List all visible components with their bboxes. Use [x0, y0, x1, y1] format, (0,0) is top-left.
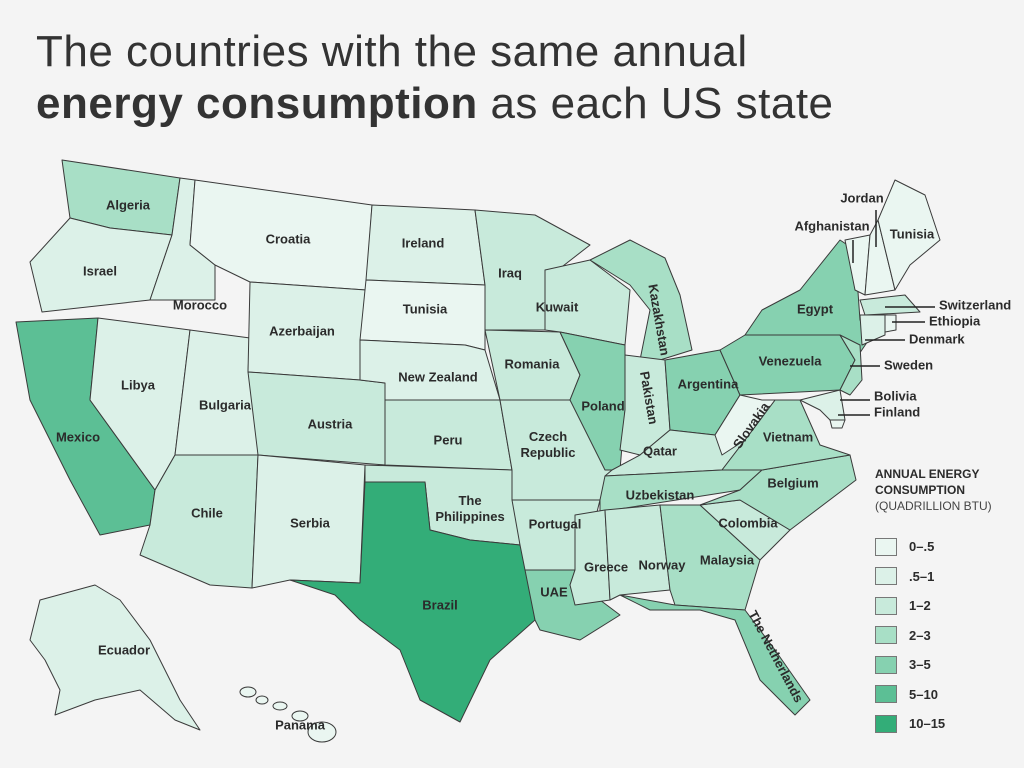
legend-title-2: CONSUMPTION — [875, 483, 965, 497]
label-croatia: Croatia — [266, 231, 312, 246]
label-the-philippines: The Philippines — [435, 493, 504, 524]
label-bulgaria: Bulgaria — [199, 397, 252, 412]
region-kazakhstan — [589, 239, 693, 361]
label-bolivia: Bolivia — [874, 388, 917, 403]
label-egypt: Egypt — [797, 301, 834, 316]
title-bold: energy consumption — [36, 79, 478, 128]
legend-item: 10–15 — [875, 709, 1015, 739]
legend-item: 5–10 — [875, 680, 1015, 710]
legend-swatch — [875, 567, 897, 586]
label-morocco: Morocco — [173, 297, 227, 312]
legend-item: 3–5 — [875, 650, 1015, 680]
legend-swatch — [875, 655, 897, 674]
label-libya: Libya — [121, 377, 156, 392]
legend-label: 5–10 — [909, 686, 938, 702]
region-ecuador — [29, 584, 201, 731]
label-uae: UAE — [540, 584, 568, 599]
label-chile: Chile — [191, 505, 223, 520]
legend-label: 3–5 — [909, 657, 931, 673]
legend-label: .5–1 — [909, 568, 935, 584]
label-malaysia: Malaysia — [700, 552, 755, 567]
map-title: The countries with the same annual energ… — [36, 26, 834, 130]
label-poland: Poland — [581, 398, 624, 413]
legend-swatch — [875, 537, 897, 556]
label-iraq: Iraq — [498, 265, 522, 280]
label-venezuela: Venezuela — [759, 353, 823, 368]
label-serbia: Serbia — [290, 515, 331, 530]
region-ethiopia — [884, 314, 897, 333]
legend-title-1: ANNUAL ENERGY — [875, 467, 980, 481]
region-the-netherlands — [619, 594, 811, 716]
label-ecuador: Ecuador — [98, 642, 150, 657]
label-peru: Peru — [434, 432, 463, 447]
label-tunisia: Tunisia — [403, 301, 448, 316]
label-israel: Israel — [83, 263, 117, 278]
region-sweden — [839, 334, 863, 396]
region-panama — [272, 701, 288, 711]
legend-swatch — [875, 714, 897, 733]
leader-lines — [838, 210, 935, 416]
label-norway: Norway — [639, 557, 687, 572]
label-afghanistan: Afghanistan — [794, 218, 869, 233]
label-brazil: Brazil — [422, 597, 457, 612]
legend-label: 0–.5 — [909, 539, 935, 555]
label-panama: Panama — [275, 717, 326, 732]
label-mexico: Mexico — [56, 429, 100, 444]
label-kuwait: Kuwait — [536, 299, 579, 314]
region-panama — [255, 695, 269, 705]
label-qatar: Qatar — [643, 443, 677, 458]
region-brazil — [289, 481, 536, 723]
region-switzerland — [859, 294, 921, 316]
region-norway — [604, 504, 671, 601]
region-panama — [239, 686, 257, 698]
label-tunisia: Tunisia — [890, 226, 935, 241]
legend-item: 2–3 — [875, 621, 1015, 651]
legend-label: 10–15 — [909, 716, 946, 732]
legend: ANNUAL ENERGY CONSUMPTION (QUADRILLION B… — [875, 466, 1015, 739]
label-greece: Greece — [584, 559, 628, 574]
legend-swatch — [875, 596, 897, 615]
label-jordan: Jordan — [840, 190, 883, 205]
legend-swatch — [875, 626, 897, 645]
legend-rows: 0–.5 .5–1 1–2 2–3 3–5 5–10 10–15 — [875, 532, 1015, 739]
region-denmark — [859, 314, 886, 346]
label-ireland: Ireland — [402, 235, 445, 250]
label-romania: Romania — [505, 356, 561, 371]
label-algeria: Algeria — [106, 197, 151, 212]
title-line-1: The countries with the same annual — [36, 27, 748, 76]
label-switzerland: Switzerland — [939, 297, 1011, 312]
label-uzbekistan: Uzbekistan — [626, 487, 695, 502]
legend-item: .5–1 — [875, 562, 1015, 592]
region-panama — [291, 710, 309, 722]
label-argentina: Argentina — [678, 376, 739, 391]
label-finland: Finland — [874, 404, 920, 419]
states-layer — [15, 159, 941, 743]
legend-label: 2–3 — [909, 627, 931, 643]
region-finland — [829, 419, 846, 429]
legend-item: 1–2 — [875, 591, 1015, 621]
label-colombia: Colombia — [718, 515, 778, 530]
label-czech-republic: Czech Republic — [521, 429, 576, 460]
region-tunisia — [877, 179, 941, 291]
label-vietnam: Vietnam — [763, 429, 813, 444]
legend-item: 0–.5 — [875, 532, 1015, 562]
label-portugal: Portugal — [529, 516, 582, 531]
label-new-zealand: New Zealand — [398, 369, 478, 384]
label-denmark: Denmark — [909, 331, 965, 346]
label-ethiopia: Ethiopia — [929, 313, 981, 328]
legend-swatch — [875, 685, 897, 704]
region-panama — [307, 721, 337, 743]
legend-label: 1–2 — [909, 598, 931, 614]
legend-subtitle: (QUADRILLION BTU) — [875, 499, 992, 513]
title-line-2: energy consumption as each US state — [36, 78, 834, 130]
label-sweden: Sweden — [884, 357, 933, 372]
label-belgium: Belgium — [767, 475, 818, 490]
label-azerbaijan: Azerbaijan — [269, 323, 335, 338]
label-austria: Austria — [308, 416, 354, 431]
title-rest: as each US state — [477, 79, 834, 128]
